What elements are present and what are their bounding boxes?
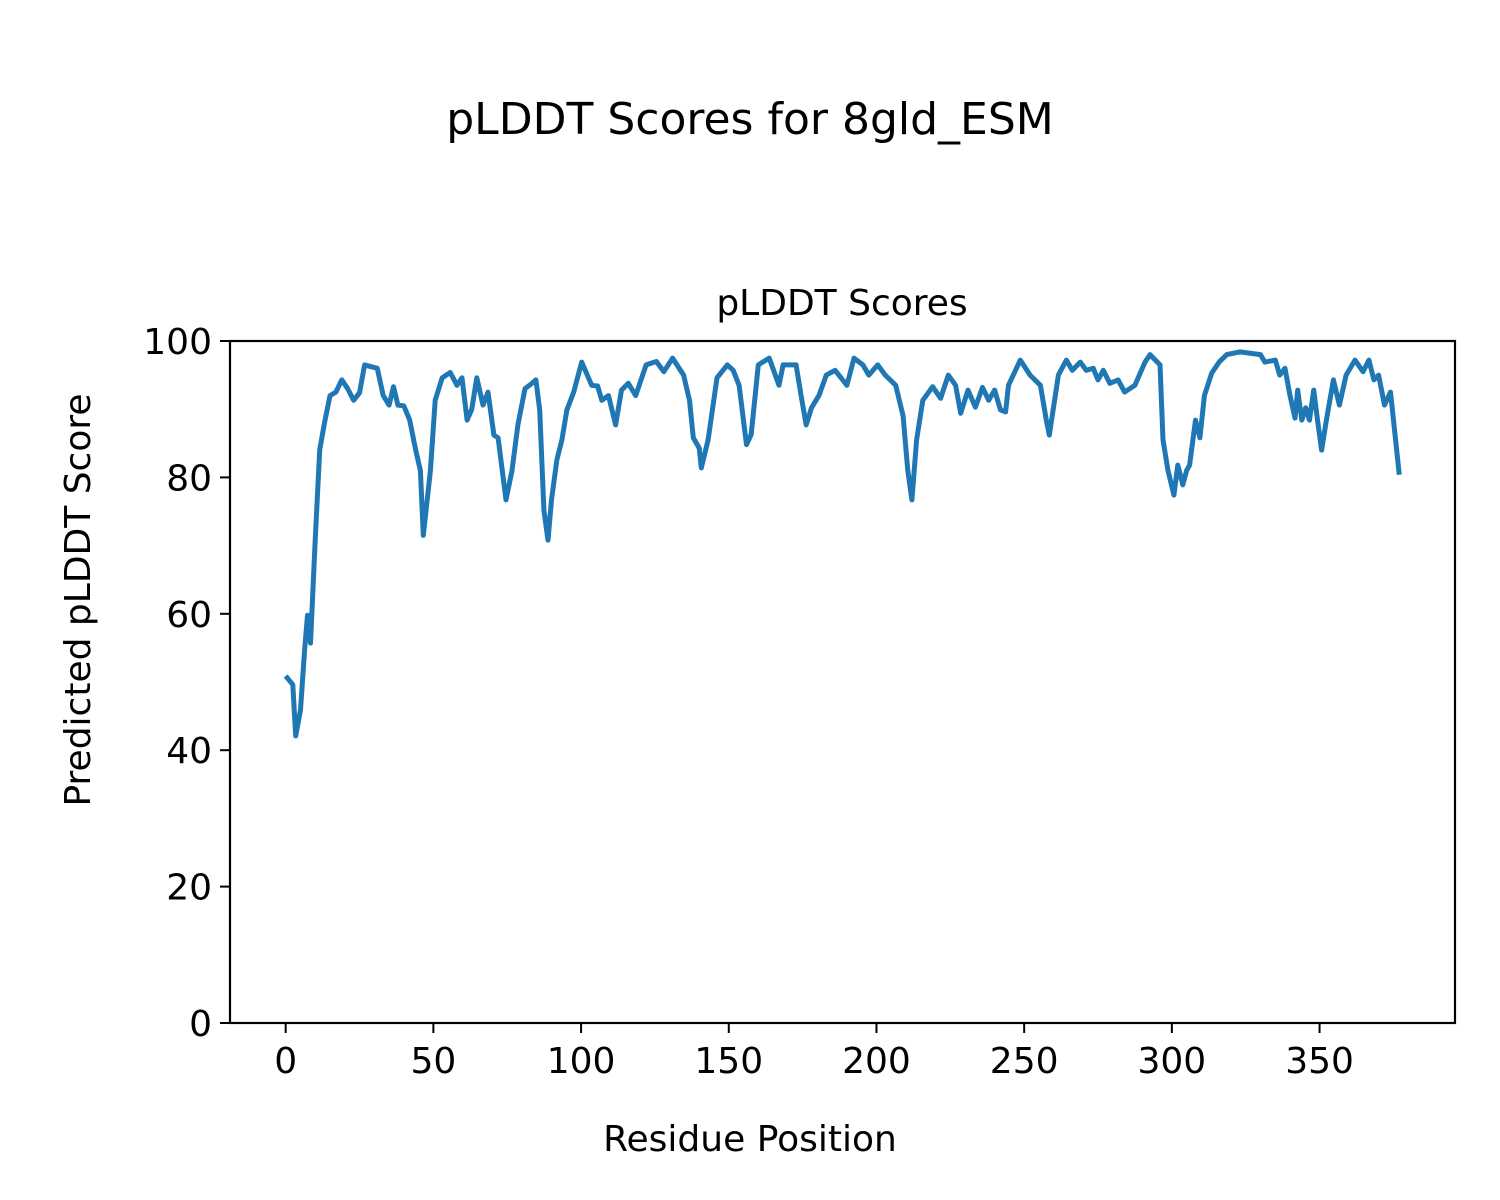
y-tick-label: 60 — [166, 595, 212, 636]
x-tick-label: 50 — [410, 1041, 456, 1082]
axes-title: pLDDT Scores — [716, 283, 967, 324]
y-axis-label: Predicted pLDDT Score — [58, 393, 99, 806]
plot-area-frame — [228, 339, 1457, 1025]
figure-title: pLDDT Scores for 8gld_ESM — [446, 94, 1053, 145]
x-tick-label: 0 — [274, 1041, 297, 1082]
y-tick-label: 0 — [189, 1004, 212, 1045]
y-tick-label: 20 — [166, 868, 212, 909]
x-tick-label: 100 — [547, 1041, 616, 1082]
plddt-line — [283, 349, 1402, 739]
x-tick-label: 200 — [842, 1041, 911, 1082]
x-tick-label: 250 — [990, 1041, 1059, 1082]
x-axis-label: Residue Position — [603, 1119, 897, 1160]
x-tick-label: 150 — [694, 1041, 763, 1082]
y-tick-label: 40 — [166, 731, 212, 772]
axis-ticks: 0 50 100 150 200 250 300 350 0 20 40 60 80 100 — [143, 322, 1354, 1082]
x-tick-label: 300 — [1138, 1041, 1207, 1082]
x-tick-label: 350 — [1285, 1041, 1354, 1082]
y-tick-label: 80 — [166, 458, 212, 499]
y-tick-label: 100 — [143, 322, 212, 363]
